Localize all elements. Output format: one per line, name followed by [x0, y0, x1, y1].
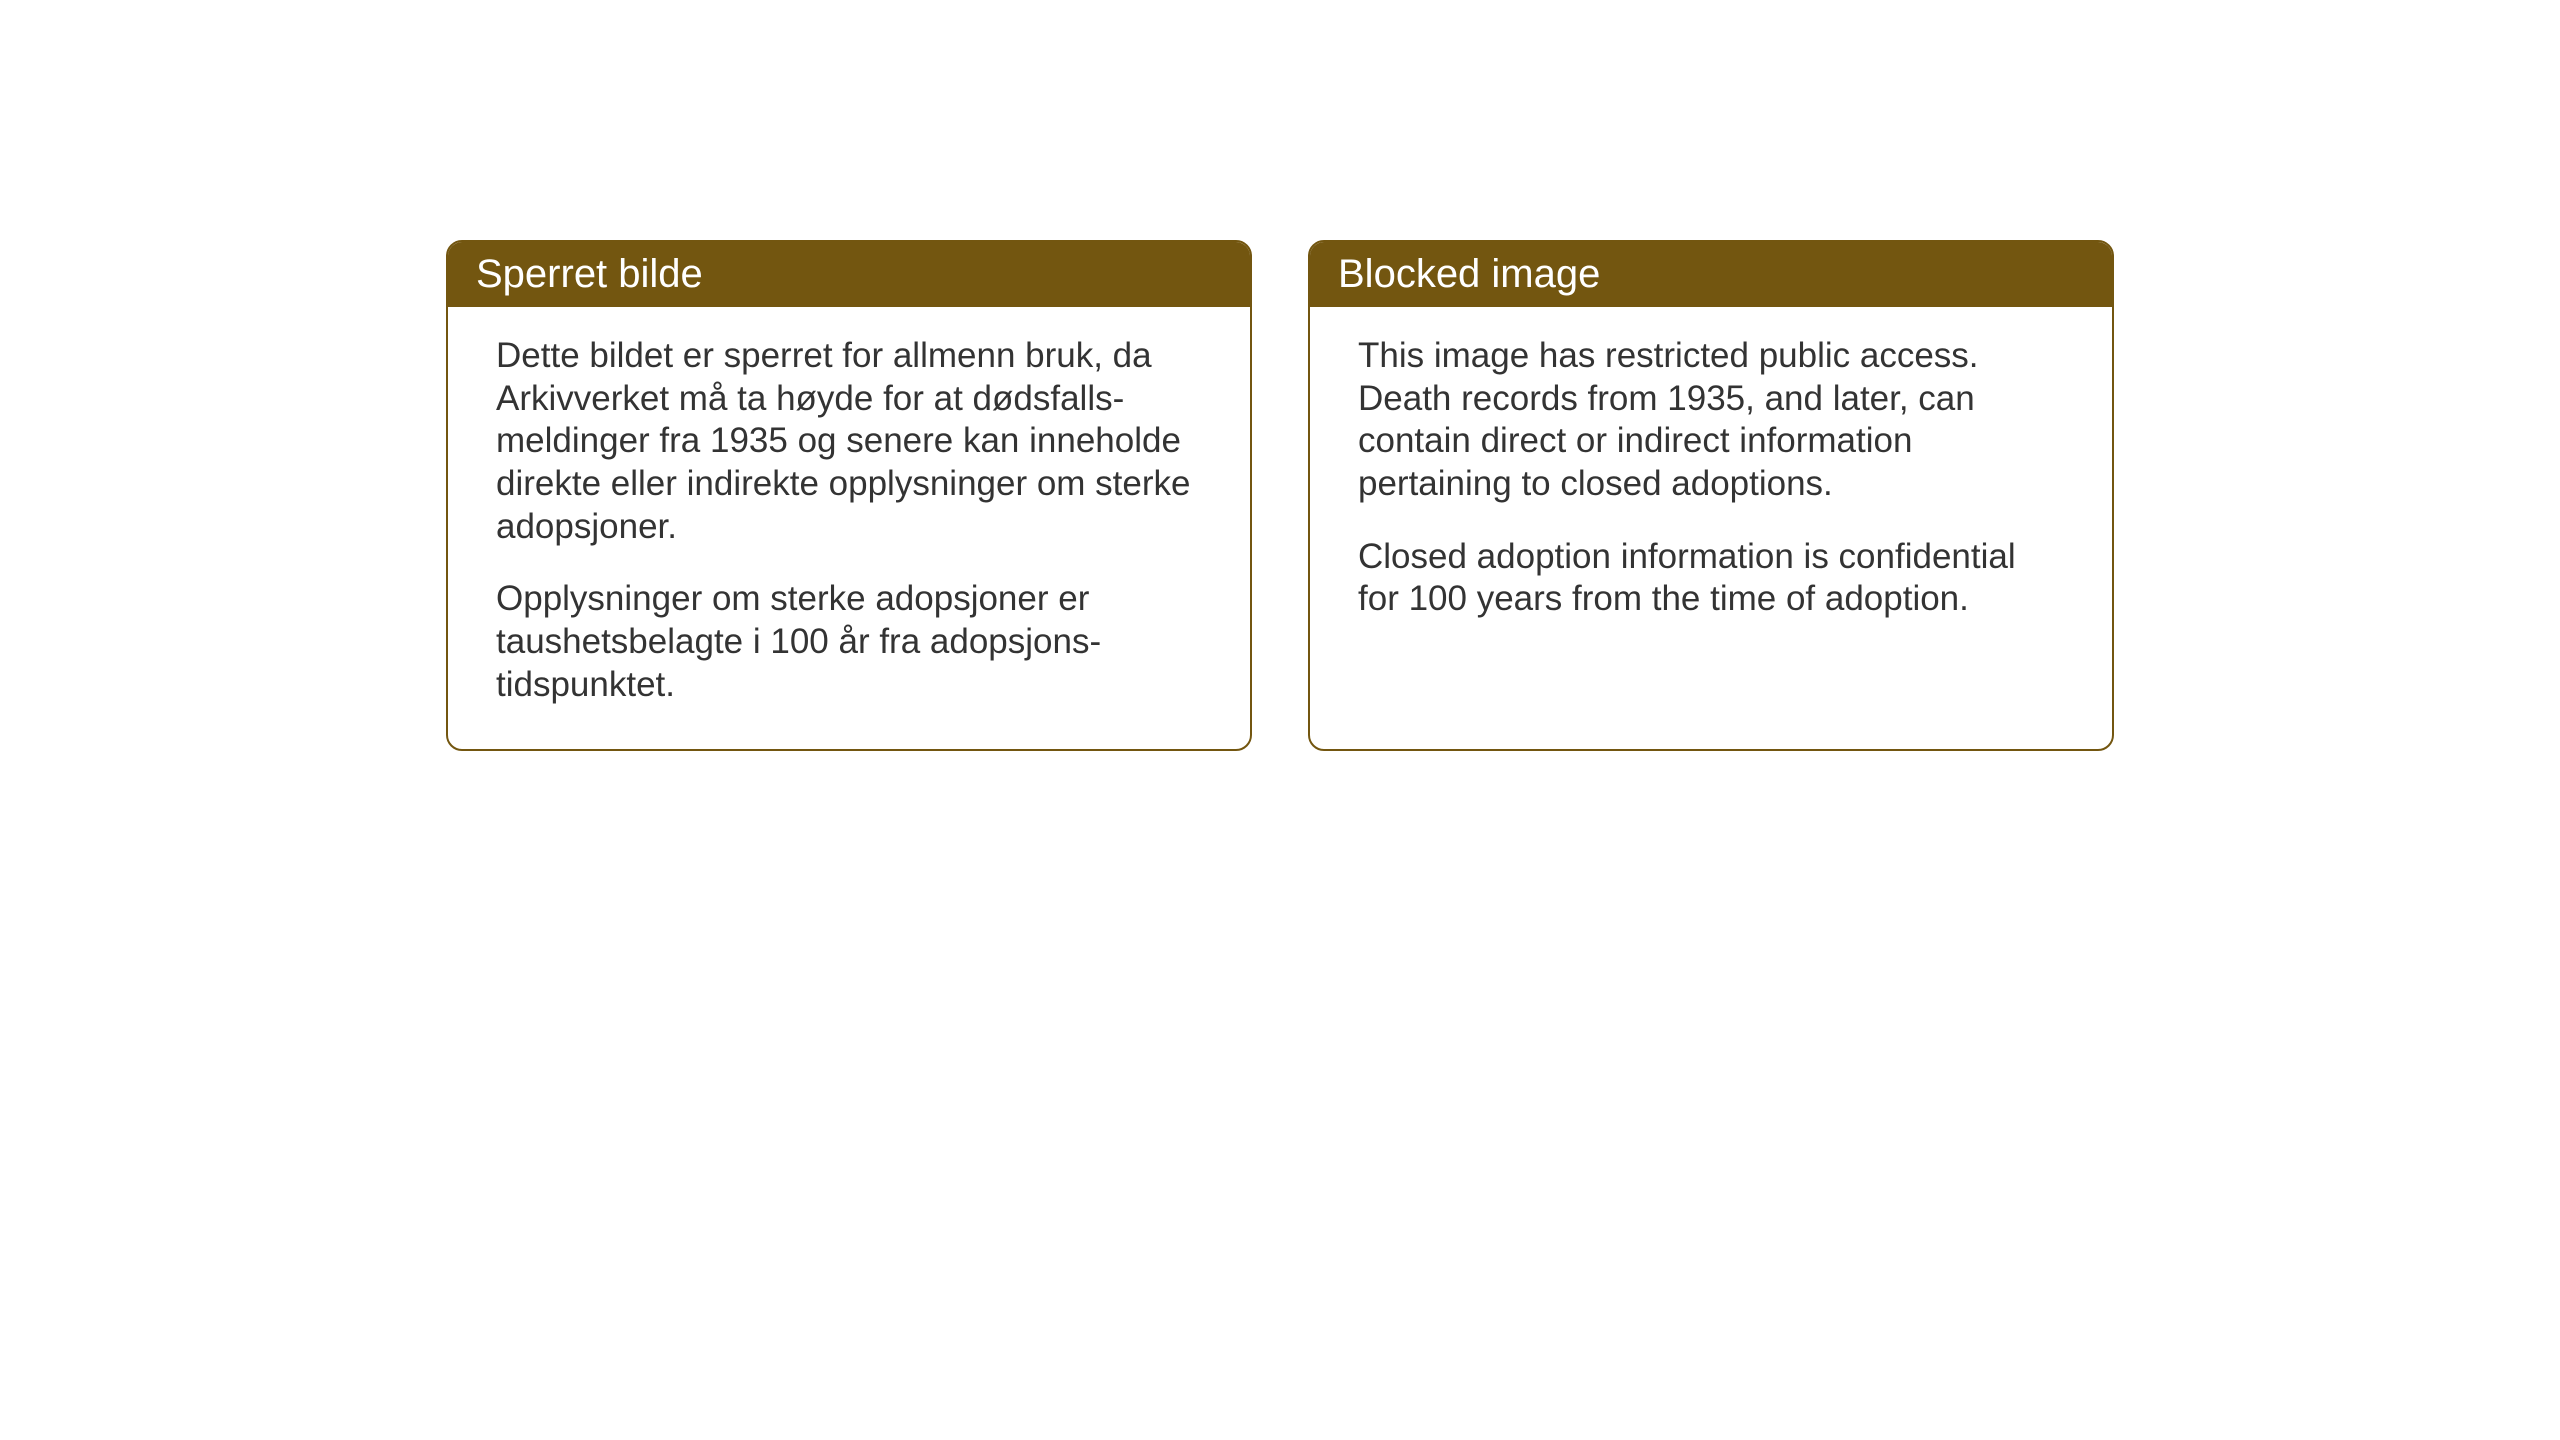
notice-title-norwegian: Sperret bilde [476, 252, 703, 296]
notice-card-english: Blocked image This image has restricted … [1308, 240, 2114, 751]
notice-paragraph-1-english: This image has restricted public access.… [1358, 335, 2064, 506]
notice-paragraph-2-english: Closed adoption information is confident… [1358, 536, 2064, 621]
notice-title-english: Blocked image [1338, 252, 1600, 296]
notice-paragraph-1-norwegian: Dette bildet er sperret for allmenn bruk… [496, 335, 1202, 548]
notice-card-header-norwegian: Sperret bilde [448, 242, 1250, 307]
notice-card-body-english: This image has restricted public access.… [1310, 307, 2112, 663]
notice-cards-container: Sperret bilde Dette bildet er sperret fo… [446, 240, 2114, 751]
notice-card-header-english: Blocked image [1310, 242, 2112, 307]
notice-card-body-norwegian: Dette bildet er sperret for allmenn bruk… [448, 307, 1250, 749]
notice-paragraph-2-norwegian: Opplysninger om sterke adopsjoner er tau… [496, 578, 1202, 706]
notice-card-norwegian: Sperret bilde Dette bildet er sperret fo… [446, 240, 1252, 751]
